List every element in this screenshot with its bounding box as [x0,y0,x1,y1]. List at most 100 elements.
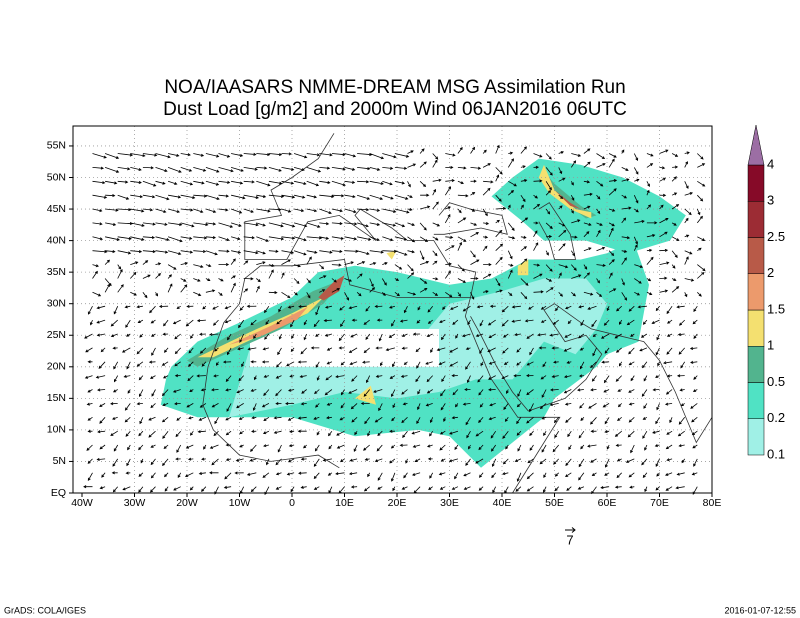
wind-arrow [126,458,131,467]
wind-arrow [570,195,575,201]
wind-arrow [92,208,103,213]
wind-arrow [367,472,371,478]
wind-arrow [138,472,144,477]
wind-arrow [231,194,246,200]
wind-arrow [655,486,660,491]
wind-arrow [331,208,343,213]
wind-arrow [633,153,639,161]
wind-arrow [520,278,529,286]
wind-arrow [654,444,660,448]
wind-arrow [268,180,283,185]
wind-arrow [445,235,454,239]
wind-arrow [667,319,673,324]
wind-arrow [327,430,333,437]
wind-arrow [175,430,182,438]
wind-arrow [366,375,371,384]
wind-arrow [425,403,433,407]
wind-arrow [225,388,232,392]
wind-arrow [401,333,408,337]
wind-arrow [684,151,690,155]
wind-arrow [313,319,320,328]
wind-arrow [432,260,438,265]
wind-arrow [261,403,270,408]
wind-arrow [205,180,220,186]
wind-arrow [163,444,169,449]
wind-arrow [356,250,370,255]
wind-arrow [360,401,370,406]
wind-arrow [92,166,105,170]
wind-arrow [176,416,181,421]
wind-arrow [677,430,685,437]
wind-arrow [256,194,267,198]
wind-arrow [439,486,446,490]
wind-arrow [290,347,295,353]
wind-arrow [369,180,384,185]
wind-arrow [457,146,463,154]
wind-arrow [478,486,484,491]
wind-arrow [275,402,282,406]
wind-arrow [537,333,547,337]
wind-arrow [239,305,245,311]
wind-arrow [659,166,666,170]
wind-arrow [697,271,705,279]
wind-arrow [520,246,527,252]
wind-arrow [148,430,156,438]
wind-arrow [394,250,408,256]
wind-arrow [193,291,202,297]
wind-arrow [621,206,632,210]
wind-arrow [285,402,295,406]
wind-arrow [87,472,93,482]
wind-arrow [331,263,342,267]
wind-arrow [136,347,144,355]
colorbar: 0.1 0.2 0.5 1 1.5 2 2.5 3 4 [747,124,785,461]
x-tick-label: 60E [598,497,617,509]
wind-arrow [526,416,534,424]
wind-arrow [656,333,660,341]
y-tick-label: EQ [51,487,66,499]
wind-arrow [382,208,397,213]
wind-arrow [348,305,358,310]
wind-arrow [529,347,534,356]
wind-arrow [243,277,254,281]
wind-arrow [651,319,660,324]
wind-arrow [199,332,206,336]
wind-arrow [199,403,207,408]
wind-arrow [127,389,131,394]
wind-arrow [281,272,285,279]
wind-arrow [211,458,219,466]
wind-arrow [130,167,142,171]
title-line: Dust Load [g/m2] and 2000m Wind 06JAN201… [163,99,627,120]
wind-arrow [640,333,648,338]
wind-arrow [226,403,232,412]
wind-arrow [413,486,421,494]
wind-arrow [634,291,641,296]
wind-arrow [168,222,183,227]
wind-arrow [514,458,522,462]
wind-arrow [388,333,396,338]
wind-arrow [326,361,333,365]
x-tick-label: 0 [289,497,295,509]
colorbar-label: 2.5 [767,229,785,244]
wind-arrow [655,458,660,467]
wind-arrow [224,472,232,480]
wind-arrow [186,403,194,408]
wind-arrow [205,264,212,268]
wind-arrow [583,247,592,252]
wind-arrow [691,472,698,476]
wind-arrow [96,457,106,461]
wind-arrow [583,148,591,154]
reference-vector: 7 [565,527,576,547]
wind-arrow [415,375,421,383]
wind-arrow [277,347,282,356]
wind-arrow [214,417,219,425]
wind-arrow [319,208,332,214]
wind-arrow [290,486,295,493]
wind-arrow [300,402,307,406]
wind-arrow [642,319,648,325]
wind-arrow [265,458,270,466]
wind-arrow [449,430,459,435]
wind-arrow [488,375,496,380]
wind-arrow [142,260,149,265]
wind-arrow [659,276,668,280]
wind-arrow [344,292,349,301]
